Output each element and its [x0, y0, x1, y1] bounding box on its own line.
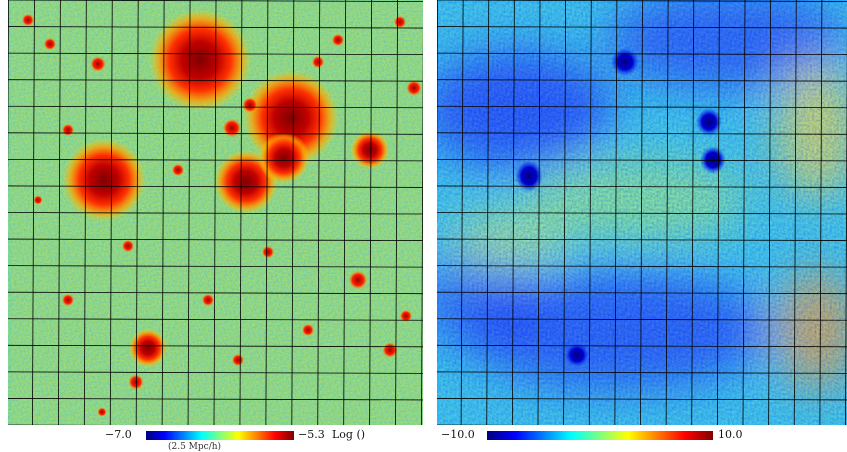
- halo-blob: [62, 294, 75, 307]
- halo-blob: [62, 138, 145, 221]
- halo-blob: [302, 324, 315, 337]
- halo-blob: [312, 56, 325, 69]
- halo-blob: [232, 354, 245, 367]
- halo-blob: [22, 14, 35, 27]
- right-colorbar-min-label: −10.0: [441, 428, 475, 442]
- left-colorbar-ramp: [146, 431, 294, 440]
- left-colorbar-min-label: −7.0: [105, 428, 132, 442]
- halo-blob: [44, 38, 57, 51]
- left-colorbar: −7.0 −5.3 Log () (2.5 Mpc/h): [8, 428, 423, 448]
- left-colorbar-sub-label: (2.5 Mpc/h): [168, 442, 221, 452]
- left-colorbar-max-label: −5.3: [298, 428, 325, 442]
- halo-blob: [97, 407, 107, 417]
- right-colorbar-ramp: [487, 431, 713, 440]
- halo-blob: [172, 164, 185, 177]
- halo-blob: [242, 97, 258, 113]
- halo-blob: [202, 294, 215, 307]
- halo-blob: [129, 329, 167, 367]
- right-map-image: [437, 0, 847, 425]
- right-colorbar: −10.0 10.0: [437, 428, 847, 448]
- left-colorbar-unit-label: Log (): [332, 428, 365, 442]
- halo-blob: [406, 80, 422, 96]
- halo-blob: [348, 270, 367, 289]
- halo-blob: [351, 131, 389, 169]
- left-map-image: [8, 0, 423, 425]
- halo-blob: [122, 240, 135, 253]
- halo-blob: [222, 118, 241, 137]
- right-colorbar-max-label: 10.0: [718, 428, 743, 442]
- halo-blob: [62, 124, 75, 137]
- halo-blob: [332, 34, 345, 47]
- halo-blob: [258, 132, 309, 183]
- halo-blob: [394, 16, 407, 29]
- halo-blob: [262, 246, 275, 259]
- halo-blob: [90, 56, 106, 72]
- halo-blob: [33, 195, 43, 205]
- right-field-map: [437, 0, 847, 425]
- left-density-map: [8, 0, 423, 425]
